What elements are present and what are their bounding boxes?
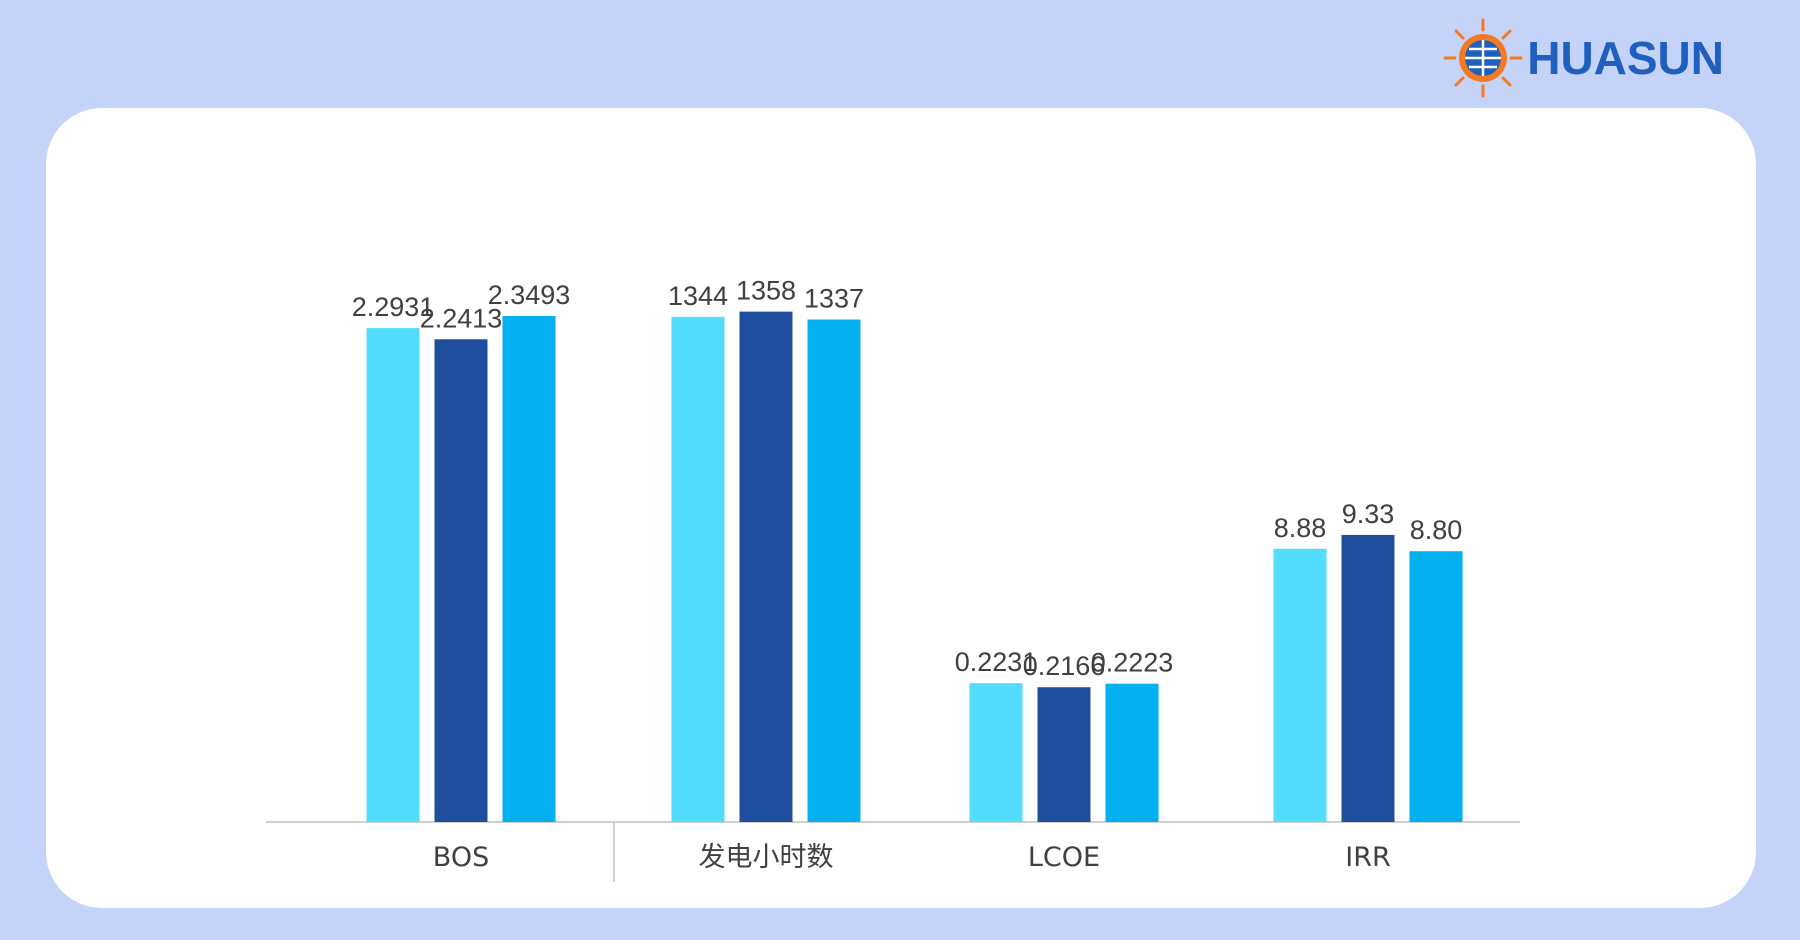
bar-BOS-3 [502,315,556,822]
data-label-IRR-1: 8.88 [1274,513,1327,543]
data-label-BOS-1: 2.2931 [352,292,435,322]
category-label-0: BOS [433,842,489,873]
bar-LCOE-1 [969,683,1023,822]
bar-发电小时数-2 [739,311,793,822]
brand-name: HUASUN [1527,32,1724,84]
data-label-LCOE-2: 0.2166 [1023,651,1106,681]
data-label-BOS-2: 2.2413 [420,303,503,333]
data-label-IRR-2: 9.33 [1342,499,1395,529]
bar-IRR-1 [1273,548,1327,822]
bar-发电小时数-3 [807,319,861,822]
bar-LCOE-2 [1037,687,1091,822]
data-label-发电小时数-2: 1358 [736,276,796,306]
category-label-1: 发电小时数 [699,842,834,873]
huasun-sun-logo-icon [1443,18,1523,98]
data-label-LCOE-1: 0.2231 [955,647,1038,677]
category-label-3: IRR [1345,842,1390,873]
data-label-发电小时数-1: 1344 [668,281,728,311]
data-label-BOS-3: 2.3493 [488,280,571,310]
bar-BOS-2 [434,339,488,822]
bar-LCOE-3 [1105,683,1159,822]
data-label-IRR-3: 8.80 [1410,515,1463,545]
brand-header: HUASUN [1441,16,1724,100]
bar-IRR-3 [1409,551,1463,822]
data-label-LCOE-3: 0.2223 [1091,648,1174,678]
bar-IRR-2 [1341,534,1395,822]
chart-card: 2.2931 2.2413 2.3493 BOS 1344 1358 1337 发电小时数 0.… [46,108,1756,908]
data-label-发电小时数-3: 1337 [804,284,864,314]
bar-发电小时数-1 [671,316,725,822]
bar-BOS-1 [366,328,420,822]
category-label-2: LCOE [1028,842,1100,873]
